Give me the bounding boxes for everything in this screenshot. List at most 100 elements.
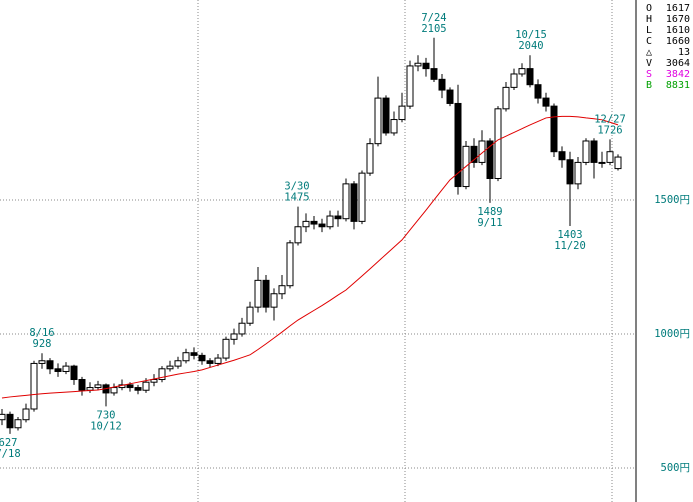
annotation-price: 1475 bbox=[284, 192, 309, 204]
candle-body bbox=[262, 279, 270, 308]
candle-body bbox=[454, 102, 462, 188]
candle-body bbox=[558, 151, 566, 161]
info-value: 1660 bbox=[666, 36, 690, 47]
info-value: 1610 bbox=[666, 25, 690, 36]
info-label: V bbox=[646, 58, 652, 69]
candle-body bbox=[502, 86, 510, 110]
annotation-date: 8/16 bbox=[29, 327, 54, 339]
candle-body bbox=[334, 215, 342, 220]
info-value: 1670 bbox=[666, 14, 690, 25]
candle-body bbox=[470, 145, 478, 163]
candle-body bbox=[278, 285, 286, 295]
candle-body bbox=[582, 140, 590, 163]
candle-body bbox=[0, 413, 6, 421]
candle-body bbox=[398, 105, 406, 121]
candle-body bbox=[566, 159, 574, 185]
candle-body bbox=[374, 97, 382, 145]
annotation-price: 2105 bbox=[421, 23, 446, 35]
candle-body bbox=[198, 354, 206, 362]
candle-body bbox=[22, 408, 30, 421]
candle-body bbox=[422, 62, 430, 70]
annotation-date: 12/27 bbox=[594, 113, 626, 125]
annotation-price: 730 bbox=[97, 409, 116, 421]
annotation-price: 928 bbox=[33, 338, 52, 350]
candle-body bbox=[94, 384, 102, 389]
candle-body bbox=[70, 365, 78, 381]
candle-body bbox=[390, 119, 398, 134]
y-tick-label: 1000円 bbox=[654, 328, 690, 340]
info-value: 8831 bbox=[666, 80, 690, 91]
candle-body bbox=[166, 365, 174, 370]
candle-body bbox=[614, 156, 622, 170]
annotation-price: 1403 bbox=[557, 229, 582, 241]
candle-body bbox=[86, 387, 94, 391]
info-label: △ bbox=[646, 47, 652, 58]
candle-body bbox=[510, 73, 518, 88]
annotation-date: 9/11 bbox=[477, 217, 502, 229]
candle-body bbox=[342, 183, 350, 220]
candle-body bbox=[294, 226, 302, 244]
annotation-price: 1489 bbox=[477, 206, 502, 218]
candle-body bbox=[238, 322, 246, 335]
candle-body bbox=[38, 360, 46, 364]
info-label: L bbox=[646, 25, 652, 36]
candle-body bbox=[158, 368, 166, 381]
annotation-date: 10/15 bbox=[515, 29, 547, 41]
candle-body bbox=[14, 419, 22, 429]
candle-body bbox=[574, 161, 582, 185]
annotation-date: 10/12 bbox=[90, 420, 122, 432]
candle-body bbox=[142, 381, 150, 391]
candle-body bbox=[518, 68, 526, 75]
annotation-price: 2040 bbox=[518, 40, 543, 52]
candle-body bbox=[438, 78, 446, 91]
candle-body bbox=[182, 352, 190, 362]
candle-body bbox=[366, 143, 374, 174]
candle-body bbox=[270, 293, 278, 308]
annotation-date: 3/30 bbox=[284, 181, 309, 193]
annotation-date: 7/24 bbox=[421, 12, 446, 24]
candle-body bbox=[150, 379, 158, 383]
candle-body bbox=[230, 333, 238, 340]
candle-body bbox=[126, 384, 134, 389]
candle-body bbox=[62, 365, 70, 372]
candle-body bbox=[110, 387, 118, 394]
candle-body bbox=[214, 357, 222, 364]
candle-body bbox=[326, 215, 334, 228]
candle-body bbox=[246, 306, 254, 324]
info-value: 1617 bbox=[666, 3, 690, 14]
info-label: O bbox=[646, 3, 652, 14]
candle-body bbox=[598, 161, 606, 164]
candle-body bbox=[414, 62, 422, 67]
candle-body bbox=[590, 140, 598, 163]
info-value: 3842 bbox=[666, 69, 690, 80]
candle-body bbox=[254, 279, 262, 308]
candle-body bbox=[30, 362, 38, 410]
candle-body bbox=[406, 65, 414, 107]
candle-body bbox=[446, 89, 454, 104]
info-value: 13 bbox=[678, 47, 690, 58]
candle-body bbox=[494, 108, 502, 180]
info-panel bbox=[640, 0, 693, 92]
candle-body bbox=[478, 140, 486, 163]
info-label: S bbox=[646, 69, 652, 80]
candle-body bbox=[286, 242, 294, 287]
candle-body bbox=[6, 413, 14, 429]
info-label: B bbox=[646, 80, 652, 91]
candle-body bbox=[542, 97, 550, 107]
candle-body bbox=[174, 360, 182, 367]
candle-body bbox=[550, 105, 558, 153]
info-label: H bbox=[646, 14, 652, 25]
candle-body bbox=[190, 352, 198, 356]
annotation-date: 11/20 bbox=[554, 240, 586, 252]
candle-body bbox=[430, 68, 438, 80]
candle-body bbox=[534, 84, 542, 99]
y-tick-label: 1500円 bbox=[654, 194, 690, 206]
candle-body bbox=[222, 338, 230, 359]
candle-body bbox=[486, 140, 494, 180]
candle-body bbox=[46, 360, 54, 370]
candle-body bbox=[358, 172, 366, 222]
info-value: 3064 bbox=[666, 58, 690, 69]
candle-body bbox=[382, 97, 390, 134]
candle-body bbox=[206, 360, 214, 364]
